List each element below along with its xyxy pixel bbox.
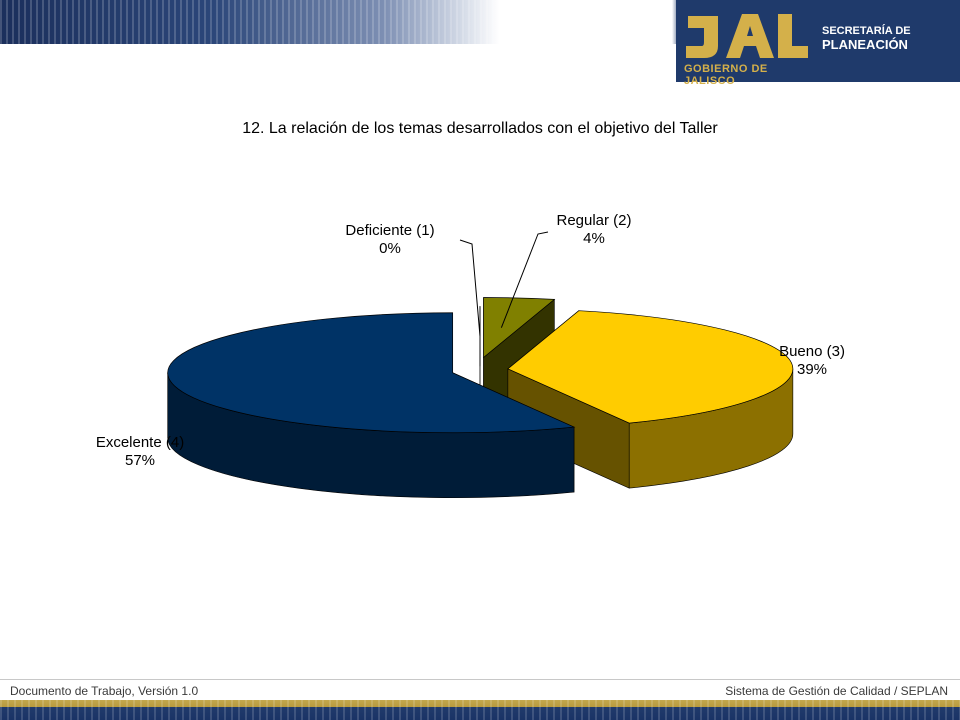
slice-label-name: Deficiente (1)	[345, 222, 435, 239]
footer-stripes	[0, 700, 960, 720]
slice-label-regular: Regular (2) 4%	[534, 212, 654, 248]
slice-label-percent: 0%	[379, 240, 401, 257]
header-stripes	[0, 0, 500, 44]
footer-left-text: Documento de Trabajo, Versión 1.0	[10, 684, 199, 698]
chart-title: 12. La relación de los temas desarrollad…	[242, 120, 718, 137]
jal-logo-icon	[686, 14, 808, 58]
slice-label-name: Bueno (3)	[779, 343, 845, 360]
footer-right-text: Sistema de Gestión de Calidad / SEPLAN	[725, 684, 948, 698]
slice-top-1	[483, 297, 556, 359]
logo-secretaria-text: SECRETARÍA DE	[822, 25, 911, 37]
footer-divider	[0, 679, 960, 680]
slice-top-3	[167, 312, 576, 434]
slice-label-percent: 57%	[124, 452, 156, 469]
slice-label-name: Regular (2)	[556, 212, 632, 229]
slice-label-percent: 4%	[583, 230, 605, 247]
slice-label-percent: 39%	[796, 361, 828, 378]
logo-planeacion-text: PLANEACIÓN	[822, 37, 908, 52]
logo-panel	[676, 0, 960, 82]
leader-line-1	[500, 231, 549, 328]
slice-label-deficiente: Deficiente (1) 0%	[330, 222, 450, 258]
footer-band	[0, 700, 960, 720]
slice-top-2	[507, 310, 794, 424]
slice-label-bueno: Bueno (3) 39%	[752, 343, 872, 379]
logo-gobierno-text: GOBIERNO DE JALISCO	[684, 63, 768, 87]
leader-line-0	[459, 239, 481, 337]
slice-label-excelente: Excelente (4) 57%	[80, 434, 200, 470]
slice-label-name: Excelente (4)	[95, 434, 185, 451]
